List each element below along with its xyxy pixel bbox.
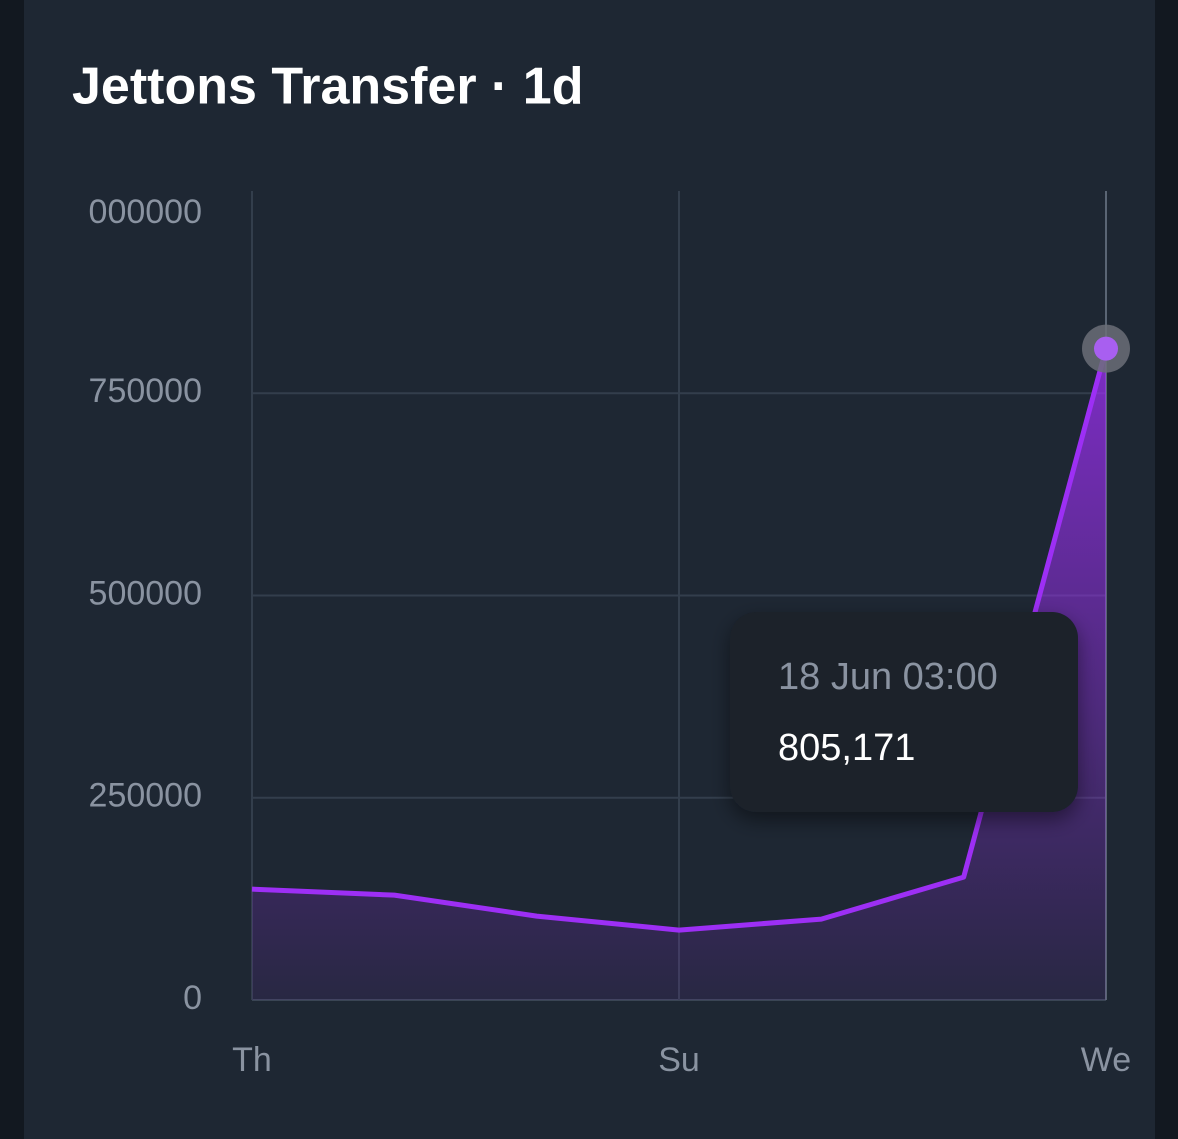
y-tick-label: 0 — [183, 979, 202, 1017]
x-tick-label: We — [1081, 1041, 1131, 1079]
tooltip-box — [730, 612, 1078, 812]
y-tick-label: 250000 — [89, 777, 202, 815]
tooltip-value: 805,171 — [778, 727, 915, 769]
x-tick-label: Su — [658, 1041, 700, 1079]
y-tick-label: 000000 — [89, 193, 202, 231]
area — [252, 348, 1106, 1000]
chart-title: Jettons Transfer · 1d — [72, 58, 583, 116]
line — [251, 347, 1109, 933]
tooltip: 18 Jun 03:00 805,171 — [730, 612, 1078, 812]
hover-dot — [1094, 336, 1118, 361]
y-tick-label: 750000 — [89, 372, 202, 410]
x-tick-label: Th — [232, 1041, 272, 1079]
y-tick-label: 500000 — [89, 574, 202, 612]
tooltip-title: 18 Jun 03:00 — [778, 656, 998, 698]
